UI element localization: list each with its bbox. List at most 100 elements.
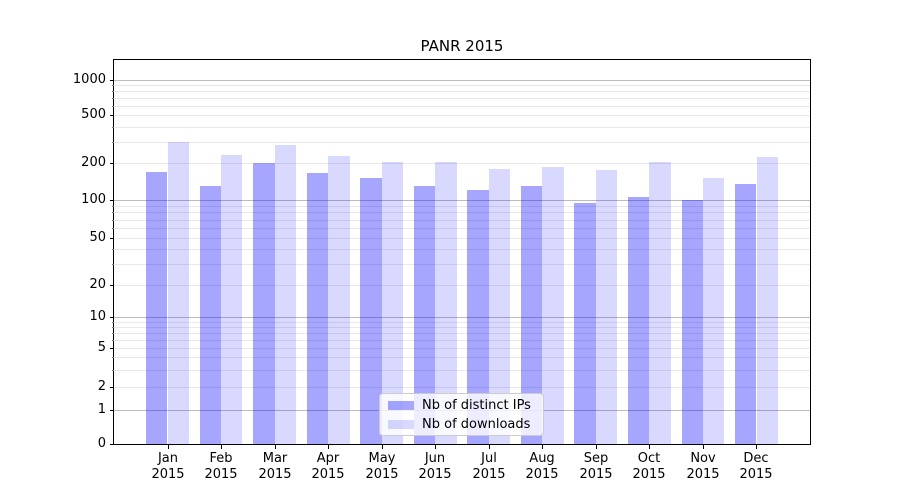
x-tick-label: Feb 2015: [204, 451, 238, 482]
x-tick: [275, 445, 276, 449]
y-tick: [110, 163, 114, 164]
gridline-minor: [114, 115, 810, 116]
x-tick-label: May 2015: [365, 451, 399, 482]
x-tick-label: Jan 2015: [151, 451, 185, 482]
gridline-minor: [114, 387, 810, 388]
bar-distinct-ips-aug: [520, 186, 543, 444]
bar-distinct-ips-jul: [467, 190, 489, 444]
y-tick: [110, 410, 114, 411]
gridline-minor: [114, 98, 810, 99]
y-tick: [110, 387, 114, 388]
bar-downloads-mar: [274, 145, 296, 444]
x-tick-label: Mar 2015: [258, 451, 292, 482]
bar-downloads-sep: [595, 170, 618, 444]
y-minor-tick: [112, 327, 114, 328]
y-tick: [110, 115, 114, 116]
y-tick: [110, 444, 114, 445]
y-tick: [110, 348, 114, 349]
x-tick: [596, 445, 597, 449]
bar-distinct-ips-dec: [735, 184, 757, 444]
x-tick: [328, 445, 329, 449]
bar-downloads-oct: [649, 161, 671, 444]
y-minor-tick: [112, 212, 114, 213]
gridline-minor: [114, 322, 810, 323]
y-tick-label: 500: [81, 107, 106, 122]
bar-downloads-jan: [167, 141, 189, 444]
y-tick: [110, 238, 114, 239]
y-tick-label: 20: [89, 277, 106, 292]
gridline-minor: [114, 91, 810, 92]
legend: Nb of distinct IPs Nb of downloads: [379, 393, 544, 436]
gridline-minor: [114, 357, 810, 358]
y-minor-tick: [112, 98, 114, 99]
bar-downloads-jun: [435, 161, 457, 444]
x-tick: [489, 445, 490, 449]
y-tick-label: 100: [81, 192, 106, 207]
y-tick-label: 10: [89, 309, 106, 324]
x-tick: [542, 445, 543, 449]
gridline-minor: [114, 206, 810, 207]
y-minor-tick: [112, 322, 114, 323]
y-tick: [110, 80, 114, 81]
bar-distinct-ips-may: [360, 178, 382, 444]
x-tick-label: Nov 2015: [686, 451, 720, 482]
y-minor-tick: [112, 228, 114, 229]
gridline-minor: [114, 348, 810, 349]
legend-row-downloads: Nb of downloads: [388, 417, 531, 432]
bar-downloads-may: [381, 161, 404, 444]
y-minor-tick: [112, 220, 114, 221]
x-tick-label: Apr 2015: [311, 451, 345, 482]
y-tick-label: 1000: [72, 72, 106, 87]
gridline-major: [114, 80, 810, 81]
bar-distinct-ips-oct: [628, 197, 650, 444]
x-tick: [703, 445, 704, 449]
y-tick-label: 0: [97, 436, 106, 451]
gridline-major: [114, 200, 810, 201]
bar-distinct-ips-apr: [306, 173, 329, 444]
bar-distinct-ips-sep: [574, 202, 596, 444]
x-tick-label: Jun 2015: [418, 451, 452, 482]
gridline-minor: [114, 238, 810, 239]
y-minor-tick: [112, 206, 114, 207]
y-tick-label: 50: [89, 230, 106, 245]
gridline-minor: [114, 340, 810, 341]
y-tick-label: 1: [97, 402, 106, 417]
y-minor-tick: [112, 370, 114, 371]
bar-downloads-aug: [542, 167, 564, 444]
bar-downloads-nov: [702, 178, 725, 444]
bar-distinct-ips-nov: [681, 200, 703, 444]
y-tick: [110, 200, 114, 201]
bar-distinct-ips-mar: [253, 163, 275, 444]
chart-title: PANR 2015: [420, 37, 504, 55]
x-tick: [168, 445, 169, 449]
x-tick: [649, 445, 650, 449]
x-tick-label: Dec 2015: [739, 451, 773, 482]
gridline-minor: [114, 142, 810, 143]
legend-row-distinct-ips: Nb of distinct IPs: [388, 398, 531, 413]
bar-distinct-ips-jan: [146, 171, 168, 444]
gridline-minor: [114, 249, 810, 250]
legend-label-distinct-ips: Nb of distinct IPs: [422, 397, 531, 413]
x-tick: [382, 445, 383, 449]
y-minor-tick: [112, 264, 114, 265]
gridline-minor: [114, 333, 810, 334]
gridline-minor: [114, 228, 810, 229]
x-tick: [221, 445, 222, 449]
y-minor-tick: [112, 142, 114, 143]
x-tick: [756, 445, 757, 449]
y-minor-tick: [112, 333, 114, 334]
gridline-minor: [114, 212, 810, 213]
gridline-minor: [114, 327, 810, 328]
legend-swatch-distinct-ips: [388, 400, 414, 410]
gridline-major: [114, 317, 810, 318]
x-tick-label: Sep 2015: [579, 451, 613, 482]
y-tick: [110, 317, 114, 318]
gridline-minor: [114, 85, 810, 86]
y-minor-tick: [112, 249, 114, 250]
y-minor-tick: [112, 340, 114, 341]
gridline-minor: [114, 285, 810, 286]
y-minor-tick: [112, 357, 114, 358]
